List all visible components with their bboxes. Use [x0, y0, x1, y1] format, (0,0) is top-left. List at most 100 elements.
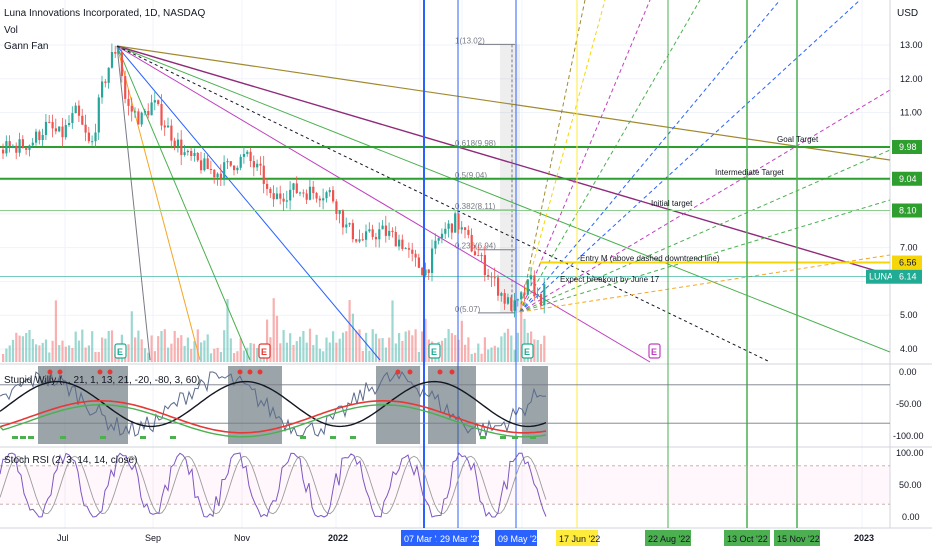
volume-bar: [242, 350, 246, 362]
volume-bar: [51, 340, 54, 362]
candle-body: [365, 231, 368, 240]
volume-bar: [137, 330, 140, 362]
candle-body: [203, 158, 206, 171]
currency-label: USD: [897, 8, 919, 19]
volume-bar: [91, 331, 94, 362]
sell-dot: [107, 369, 113, 375]
gann-fan-line: [116, 45, 201, 361]
annotations: Goal Target Intermediate Target Initial ta…: [4, 135, 819, 466]
volume-bar: [107, 331, 110, 362]
volume-bar: [206, 334, 209, 362]
candle-body: [48, 121, 51, 123]
candle-body: [523, 292, 526, 295]
volume-bar: [134, 337, 137, 362]
volume-bar: [223, 330, 226, 362]
price-tick: 13.00: [900, 40, 923, 50]
volume-bar: [2, 353, 5, 362]
candle-body: [374, 236, 378, 240]
candle-body: [196, 153, 199, 161]
candle-body: [84, 124, 87, 133]
volume-bar: [8, 345, 11, 362]
candle-body: [209, 168, 213, 170]
candle-body: [114, 52, 117, 54]
volume-bar: [18, 335, 21, 362]
date-tag-label: 29 Mar '22: [440, 534, 482, 544]
candle-body: [411, 249, 414, 254]
volume-bar: [308, 328, 312, 362]
candle-body: [361, 239, 364, 241]
target-lines: [0, 146, 890, 278]
volume-bar: [25, 333, 28, 362]
volume-bar: [160, 331, 163, 362]
volume-bar: [348, 300, 351, 362]
candle-body: [11, 145, 15, 147]
projection-fan-line: [519, 149, 891, 313]
candle-body: [510, 297, 513, 311]
volume-bar: [21, 336, 24, 362]
candle-body: [539, 294, 543, 306]
volume-bar: [490, 347, 493, 362]
volume-bar: [219, 352, 222, 362]
volume-bar: [216, 347, 219, 362]
candle-body: [190, 150, 193, 157]
volume-bar: [335, 342, 338, 362]
candle-body: [120, 51, 123, 77]
volume-bar: [398, 333, 401, 362]
volume-bar: [543, 335, 546, 362]
price-tag-value: 9.04: [899, 174, 917, 184]
sell-dot: [407, 369, 413, 375]
candle-body: [239, 156, 242, 168]
candle-body: [140, 112, 143, 125]
candle-body: [58, 126, 61, 132]
candle-body: [440, 233, 444, 239]
candle-body: [266, 183, 269, 189]
volume-bar: [539, 344, 543, 362]
volume-bar: [229, 338, 232, 362]
price-axis[interactable]: 4.00 5.00 7.00 11.00 12.00 13.00 9.98 9.04 8.10 6…: [866, 40, 924, 522]
date-tag: [437, 530, 479, 546]
willy-signal: [0, 404, 547, 438]
candle-body: [173, 140, 176, 147]
signal-zone: [428, 366, 476, 444]
stoch-tick: 100.00: [896, 448, 924, 458]
candle-body: [51, 122, 54, 129]
candle-body: [193, 153, 196, 157]
sell-dot: [57, 369, 63, 375]
gann-fan-label[interactable]: Gann Fan: [4, 41, 49, 52]
volume-bar: [450, 333, 453, 362]
candle-body: [520, 292, 523, 300]
volume-bar: [477, 343, 480, 362]
candle-body: [355, 239, 358, 242]
candle-body: [87, 132, 90, 142]
vol-indicator-label[interactable]: Vol: [4, 25, 18, 36]
volume-bar: [417, 351, 420, 362]
candle-body: [15, 145, 18, 153]
sell-dot: [437, 369, 443, 375]
price-tick: 4.00: [900, 344, 918, 354]
candle-body: [279, 193, 282, 199]
volume-bar: [38, 345, 41, 362]
volume-bar: [226, 299, 229, 362]
candle-body: [497, 277, 500, 296]
volume-bar: [15, 332, 18, 362]
candle-body: [246, 151, 249, 155]
volume-bar: [209, 353, 213, 362]
candle-body: [490, 276, 493, 278]
sell-dot: [47, 369, 53, 375]
date-tag: [724, 530, 770, 546]
price-tag-value: 6.14: [899, 272, 917, 282]
fib-level-label: 0.382(8.11): [455, 202, 496, 211]
earnings-marker-letter: E: [261, 347, 267, 357]
date-tag-label: 09 May '22: [498, 534, 542, 544]
candle-body: [460, 227, 463, 230]
candle-body: [153, 100, 156, 103]
volume-bar: [28, 329, 31, 362]
volume-bar: [289, 333, 292, 362]
candle-body: [348, 223, 351, 225]
candlesticks: [2, 43, 546, 318]
earnings-marker: [258, 343, 271, 359]
candle-body: [157, 100, 160, 105]
candle-body: [302, 192, 305, 194]
candle-body: [262, 165, 265, 184]
